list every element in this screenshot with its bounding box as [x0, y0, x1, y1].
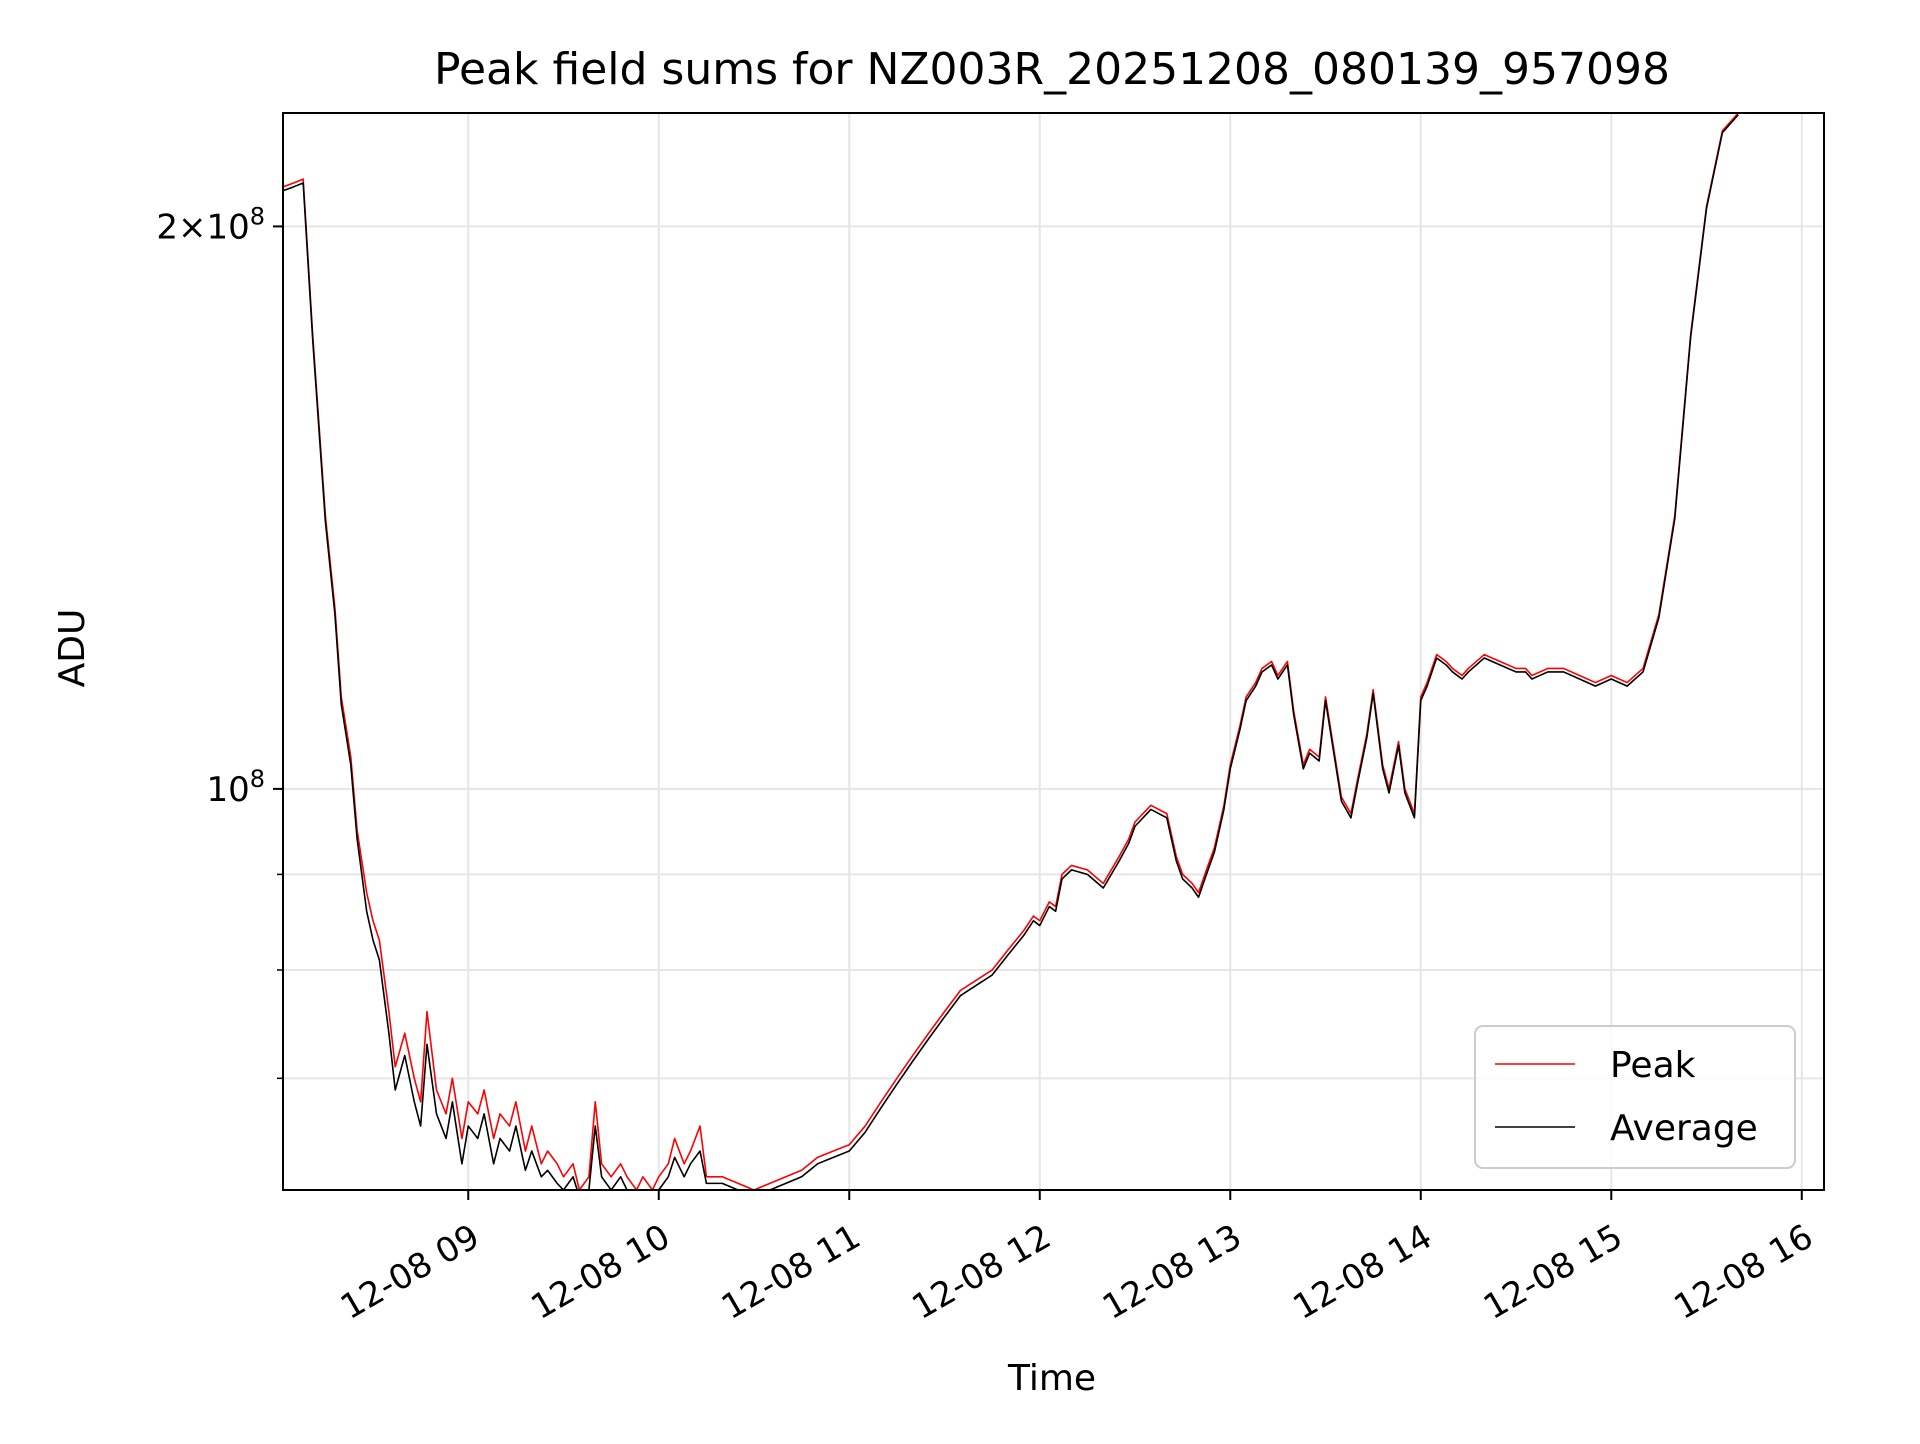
y-axis-ticks: 108 2×108: [156, 202, 283, 1080]
series-line-peak: [283, 113, 1739, 1190]
legend-label-average: Average: [1610, 1108, 1758, 1149]
chart-title: Peak field sums for NZ003R_20251208_0801…: [434, 44, 1670, 95]
y-tick-label: 2×108: [156, 202, 265, 247]
legend: Peak Average: [1474, 1025, 1796, 1169]
x-axis-label: Time: [1007, 1358, 1096, 1399]
gridlines: [283, 113, 1824, 1190]
y-axis-label: ADU: [52, 609, 93, 688]
series-line-average: [283, 114, 1739, 1190]
series-lines: [283, 113, 1739, 1190]
legend-box: [1474, 1025, 1796, 1169]
y-tick-label: 108: [206, 765, 265, 810]
legend-label-peak: Peak: [1610, 1045, 1696, 1086]
plot-area-frame: [282, 112, 1825, 1191]
